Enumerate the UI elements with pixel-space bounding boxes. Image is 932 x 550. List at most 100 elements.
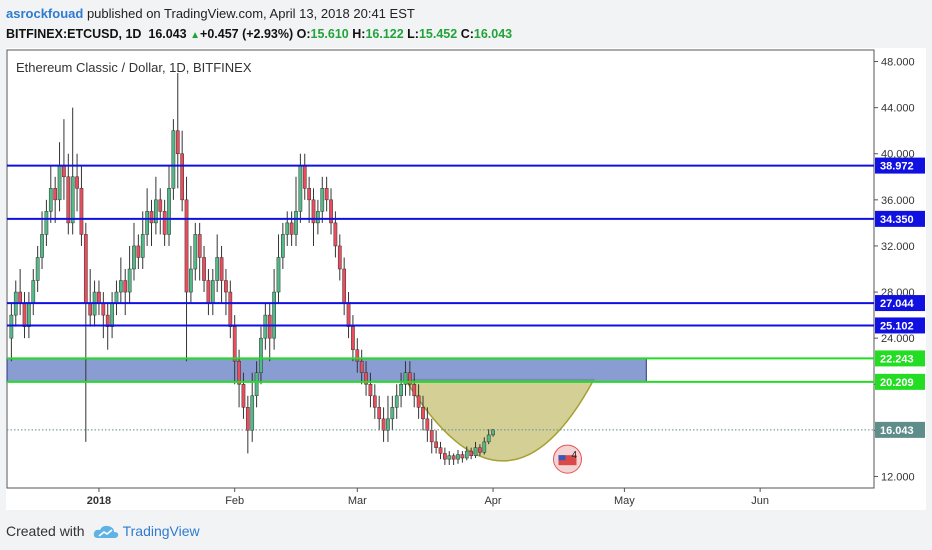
candle-body — [232, 326, 237, 362]
candle-body — [180, 153, 185, 201]
level-price-label: 25.102 — [880, 320, 914, 332]
candle-body — [132, 245, 136, 270]
x-tick-label: 2018 — [87, 495, 111, 507]
y-tick-label: 48.000 — [881, 57, 915, 69]
candle-body — [245, 407, 250, 431]
candle-body — [110, 303, 114, 327]
high-label: H: — [352, 27, 366, 41]
candle-body — [101, 303, 106, 316]
x-tick-label: Feb — [225, 495, 244, 507]
candle-body — [469, 450, 474, 456]
candle-body — [189, 268, 193, 293]
candle-body — [79, 188, 84, 235]
candle-body — [478, 447, 482, 453]
candle-body — [259, 337, 263, 373]
candle-body — [241, 384, 246, 408]
candle-body — [386, 418, 390, 431]
candle-body — [482, 441, 487, 453]
candle-body — [162, 211, 167, 235]
candle-body — [136, 245, 141, 258]
candle-body — [381, 418, 386, 431]
candle-body — [311, 199, 316, 224]
candle-body — [228, 291, 233, 327]
candle-body — [210, 280, 215, 304]
candle-body — [491, 429, 495, 436]
candle-body — [447, 455, 452, 460]
support-zone-rect — [6, 357, 647, 383]
zone-price-tag — [875, 373, 925, 390]
candle-body — [53, 188, 58, 201]
open-label: O: — [296, 27, 311, 41]
candle-body — [329, 199, 333, 224]
candle-body — [118, 280, 123, 293]
candle-body — [368, 384, 373, 397]
candle-body — [407, 372, 412, 385]
level-price-label: 27.044 — [880, 298, 915, 310]
candle-body — [83, 234, 88, 304]
candle-body — [35, 257, 40, 281]
candle-body — [412, 384, 417, 397]
level-price-label: 38.972 — [880, 161, 914, 173]
y-tick-label: 12.000 — [881, 471, 915, 483]
candle-body — [237, 360, 241, 385]
candle-body — [9, 314, 14, 339]
flag-canton-icon — [558, 455, 566, 461]
chart-header: asrockfouad published on TradingView.com… — [6, 4, 926, 44]
level-price-tag — [875, 295, 925, 312]
candle-body — [158, 199, 163, 212]
x-tick-label: Jun — [751, 495, 769, 507]
level-price-label: 34.350 — [880, 214, 914, 226]
candle-body — [337, 245, 342, 270]
close-label: C: — [460, 27, 474, 41]
last-price-tag — [875, 421, 925, 438]
candle-body — [429, 430, 434, 443]
candle-body — [224, 280, 228, 293]
candle-body — [464, 450, 469, 459]
candle-body — [70, 176, 75, 224]
candle-body — [390, 407, 395, 420]
tradingview-brand[interactable]: TradingView — [122, 523, 200, 539]
candle-body — [434, 441, 438, 448]
candle-body — [289, 222, 294, 235]
x-tick-label: Apr — [484, 495, 501, 507]
cup-pattern-shape — [404, 378, 596, 462]
plot-frame — [6, 49, 875, 489]
candle-body — [316, 211, 320, 224]
candle-body — [294, 211, 298, 235]
candle-body — [298, 165, 303, 212]
candle-body — [57, 165, 62, 201]
candle-body — [44, 211, 49, 235]
candle-body — [451, 455, 456, 460]
candle-body — [202, 257, 206, 281]
last-price-label: 16.043 — [880, 425, 914, 437]
candle-body — [403, 372, 408, 385]
candle-body — [66, 176, 71, 224]
candle-body — [460, 454, 465, 459]
candle-body — [127, 268, 132, 293]
chart-title: Ethereum Classic / Dollar, 1D, BITFINEX — [16, 60, 252, 75]
candle-body — [359, 360, 364, 373]
last-price: 16.043 — [148, 27, 187, 41]
candle-body — [394, 395, 399, 408]
candle-body — [302, 165, 307, 189]
candle-body — [171, 130, 176, 189]
candle-body — [193, 234, 198, 270]
candle-body — [250, 395, 255, 431]
candle-body — [421, 407, 425, 420]
high-value: 16.122 — [365, 27, 404, 41]
level-price-tag — [875, 210, 925, 227]
candle-body — [351, 326, 355, 350]
close-value: 16.043 — [473, 27, 513, 41]
candle-body — [364, 372, 368, 385]
low-value: 15.452 — [418, 27, 458, 41]
candle-body — [97, 291, 101, 304]
candle-body — [123, 280, 128, 293]
candle-body — [276, 257, 281, 293]
candle-body — [377, 407, 382, 420]
author-link[interactable]: asrockfouad — [6, 6, 84, 21]
candle-body — [372, 395, 377, 408]
chart-area[interactable]: 12.00016.00020.00024.00028.00032.00036.0… — [6, 48, 926, 510]
candle-body — [154, 199, 158, 224]
footer: Created with TradingView — [6, 520, 200, 542]
candlestick-chart[interactable]: 12.00016.00020.00024.00028.00032.00036.0… — [6, 48, 926, 510]
